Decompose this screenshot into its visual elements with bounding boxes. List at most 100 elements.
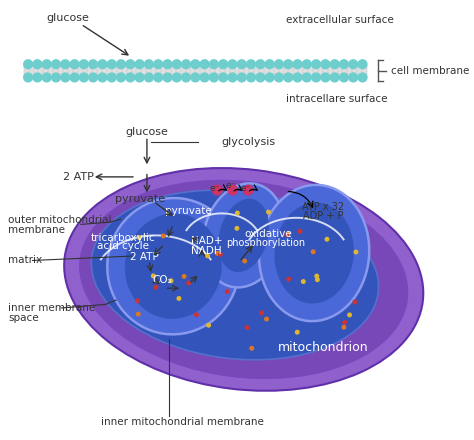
- Circle shape: [42, 60, 51, 69]
- Circle shape: [330, 73, 339, 82]
- Circle shape: [243, 185, 253, 195]
- Text: outer mitochondrial: outer mitochondrial: [9, 215, 112, 225]
- Circle shape: [321, 73, 330, 82]
- Circle shape: [237, 60, 246, 69]
- Ellipse shape: [107, 198, 239, 334]
- Circle shape: [191, 60, 200, 69]
- Circle shape: [312, 60, 320, 69]
- Circle shape: [216, 252, 219, 255]
- Text: matrix: matrix: [9, 256, 43, 265]
- Circle shape: [295, 330, 299, 334]
- Circle shape: [154, 73, 163, 82]
- Circle shape: [284, 73, 292, 82]
- Circle shape: [191, 73, 200, 82]
- Circle shape: [343, 320, 346, 324]
- Circle shape: [265, 60, 274, 69]
- Circle shape: [70, 60, 79, 69]
- Circle shape: [137, 236, 141, 239]
- Circle shape: [163, 73, 172, 82]
- Circle shape: [107, 73, 116, 82]
- Circle shape: [274, 73, 283, 82]
- Circle shape: [246, 60, 255, 69]
- Ellipse shape: [219, 199, 269, 272]
- Ellipse shape: [91, 190, 379, 360]
- Circle shape: [137, 312, 140, 316]
- Circle shape: [135, 60, 144, 69]
- Ellipse shape: [203, 183, 284, 287]
- Circle shape: [265, 317, 268, 321]
- Circle shape: [311, 250, 315, 253]
- Circle shape: [135, 73, 144, 82]
- Circle shape: [246, 73, 255, 82]
- Text: cell membrane: cell membrane: [391, 66, 470, 76]
- Circle shape: [42, 73, 51, 82]
- Circle shape: [228, 60, 237, 69]
- Circle shape: [200, 73, 209, 82]
- Circle shape: [154, 60, 163, 69]
- Circle shape: [301, 280, 305, 283]
- Circle shape: [126, 73, 135, 82]
- Circle shape: [219, 60, 228, 69]
- Circle shape: [173, 73, 181, 82]
- Circle shape: [316, 278, 319, 282]
- Circle shape: [354, 250, 358, 254]
- Circle shape: [312, 73, 320, 82]
- Circle shape: [293, 60, 302, 69]
- Text: 2 ATP: 2 ATP: [64, 172, 94, 182]
- Text: ATP x 32: ATP x 32: [302, 202, 344, 212]
- Circle shape: [206, 254, 209, 257]
- Circle shape: [80, 73, 88, 82]
- Circle shape: [173, 60, 181, 69]
- Circle shape: [145, 60, 153, 69]
- Circle shape: [302, 60, 311, 69]
- Circle shape: [287, 277, 291, 281]
- Text: intracellare surface: intracellare surface: [285, 94, 387, 104]
- Text: inner membrane: inner membrane: [9, 303, 96, 313]
- Circle shape: [70, 73, 79, 82]
- Text: pyruvate: pyruvate: [115, 194, 165, 204]
- Circle shape: [298, 230, 302, 233]
- Circle shape: [145, 73, 153, 82]
- Circle shape: [293, 73, 302, 82]
- Circle shape: [349, 73, 358, 82]
- Text: oxidative: oxidative: [244, 229, 292, 239]
- Circle shape: [342, 326, 346, 329]
- Circle shape: [260, 311, 264, 315]
- Text: extracellular surface: extracellular surface: [285, 15, 393, 25]
- Circle shape: [162, 234, 165, 238]
- Ellipse shape: [125, 213, 222, 319]
- Circle shape: [228, 185, 237, 195]
- Text: e⁻: e⁻: [241, 184, 251, 193]
- Text: space: space: [9, 313, 39, 323]
- Circle shape: [117, 73, 126, 82]
- Circle shape: [265, 73, 274, 82]
- Circle shape: [24, 73, 33, 82]
- Ellipse shape: [259, 185, 369, 321]
- Circle shape: [177, 297, 181, 300]
- Circle shape: [61, 60, 70, 69]
- Circle shape: [61, 73, 70, 82]
- Circle shape: [52, 60, 60, 69]
- Circle shape: [228, 73, 237, 82]
- Circle shape: [339, 73, 348, 82]
- Circle shape: [285, 233, 289, 236]
- Circle shape: [349, 60, 358, 69]
- Circle shape: [256, 73, 265, 82]
- Circle shape: [210, 73, 219, 82]
- Bar: [24, 65, 367, 77]
- Circle shape: [52, 73, 60, 82]
- Circle shape: [256, 60, 265, 69]
- Text: CO₂: CO₂: [153, 275, 172, 285]
- Circle shape: [98, 60, 107, 69]
- Circle shape: [358, 73, 367, 82]
- Circle shape: [358, 60, 367, 69]
- Circle shape: [235, 227, 239, 230]
- Circle shape: [237, 73, 246, 82]
- Circle shape: [210, 60, 219, 69]
- Circle shape: [169, 279, 173, 282]
- Text: acid cycle: acid cycle: [97, 242, 149, 251]
- Circle shape: [80, 60, 88, 69]
- Circle shape: [200, 60, 209, 69]
- Circle shape: [250, 347, 254, 350]
- Circle shape: [154, 286, 158, 289]
